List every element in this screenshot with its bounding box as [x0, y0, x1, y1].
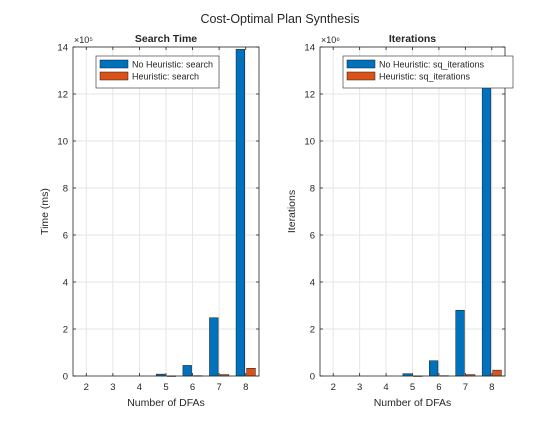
legend: No Heuristic: search Heuristic: search	[95, 55, 220, 89]
y-tick-label: 8	[63, 184, 68, 195]
y-tick-label: 4	[310, 278, 315, 289]
y-tick-label: 2	[63, 325, 68, 336]
x-tick-label: 2	[331, 382, 336, 393]
x-tick-label: 4	[383, 382, 388, 393]
y-axis-label: Time (ms)	[39, 188, 51, 235]
x-tick-label: 5	[163, 382, 168, 393]
y-tick-label: 12	[57, 90, 68, 101]
bar-no-heuristic-6	[182, 365, 192, 377]
legend-label: Heuristic: sq_iterations	[379, 72, 471, 82]
bar-no-heuristic-7	[209, 317, 219, 377]
bar-no-heuristic-8	[235, 49, 246, 377]
x-tick-label: 3	[357, 382, 362, 393]
x-tick-label: 7	[463, 382, 468, 393]
y-tick-label: 2	[310, 325, 315, 336]
y-tick-label: 0	[63, 372, 68, 383]
x-tick-label: 2	[84, 382, 89, 393]
y-tick-label: 14	[304, 43, 315, 54]
y-axis-label: Iterations	[286, 190, 298, 233]
y-tick-label: 6	[310, 231, 315, 242]
x-tick-label: 4	[137, 382, 142, 393]
figure-title: Cost-Optimal Plan Synthesis	[200, 12, 359, 26]
y-tick-label: 14	[57, 43, 68, 54]
y-exponent-label: ×10⁵	[74, 35, 93, 45]
x-tick-label: 3	[110, 382, 115, 393]
legend-swatch	[99, 59, 129, 69]
x-axis-label: Number of DFAs	[374, 397, 452, 409]
x-tick-label: 6	[190, 382, 195, 393]
y-exponent-label: ×10⁶	[321, 35, 340, 45]
legend-swatch	[346, 71, 376, 81]
legend-label: No Heuristic: search	[132, 60, 213, 70]
legend-swatch	[346, 59, 376, 69]
x-tick-label: 6	[436, 382, 441, 393]
x-tick-label: 8	[243, 382, 248, 393]
x-tick-label: 5	[410, 382, 415, 393]
bar-no-heuristic-7	[455, 309, 465, 377]
legend-swatch	[99, 71, 129, 81]
y-tick-label: 10	[57, 137, 68, 148]
bar-no-heuristic-6	[429, 360, 439, 377]
x-tick-label: 7	[216, 382, 221, 393]
bar-heuristic-8	[246, 367, 256, 377]
y-tick-label: 8	[310, 184, 315, 195]
subplot-2: 2 3 4 5 6 7 8 0 2 4 6 8 10 12 14 ×10⁶ Iterations Number o…	[286, 33, 514, 409]
legend-label: Heuristic: search	[132, 72, 199, 82]
y-tick-label: 12	[304, 90, 315, 101]
y-tick-label: 10	[304, 137, 315, 148]
bar-no-heuristic-8	[481, 66, 492, 377]
y-tick-label: 6	[63, 231, 68, 242]
subplot-1: 2 3 4 5 6 7 8 0 2 4 6 8 10 12 14 ×10⁵ Search Time Number …	[39, 33, 260, 409]
y-tick-label: 4	[63, 278, 68, 289]
bar-heuristic-8	[492, 369, 502, 377]
legend: No Heuristic: sq_iterations Heuristic: sq…	[342, 55, 514, 89]
legend-label: No Heuristic: sq_iterations	[379, 60, 485, 70]
subplot-title: Iterations	[389, 33, 436, 45]
subplot-title: Search Time	[135, 33, 197, 45]
x-tick-label: 8	[489, 382, 494, 393]
y-tick-label: 0	[310, 372, 315, 383]
x-axis-label: Number of DFAs	[127, 397, 205, 409]
